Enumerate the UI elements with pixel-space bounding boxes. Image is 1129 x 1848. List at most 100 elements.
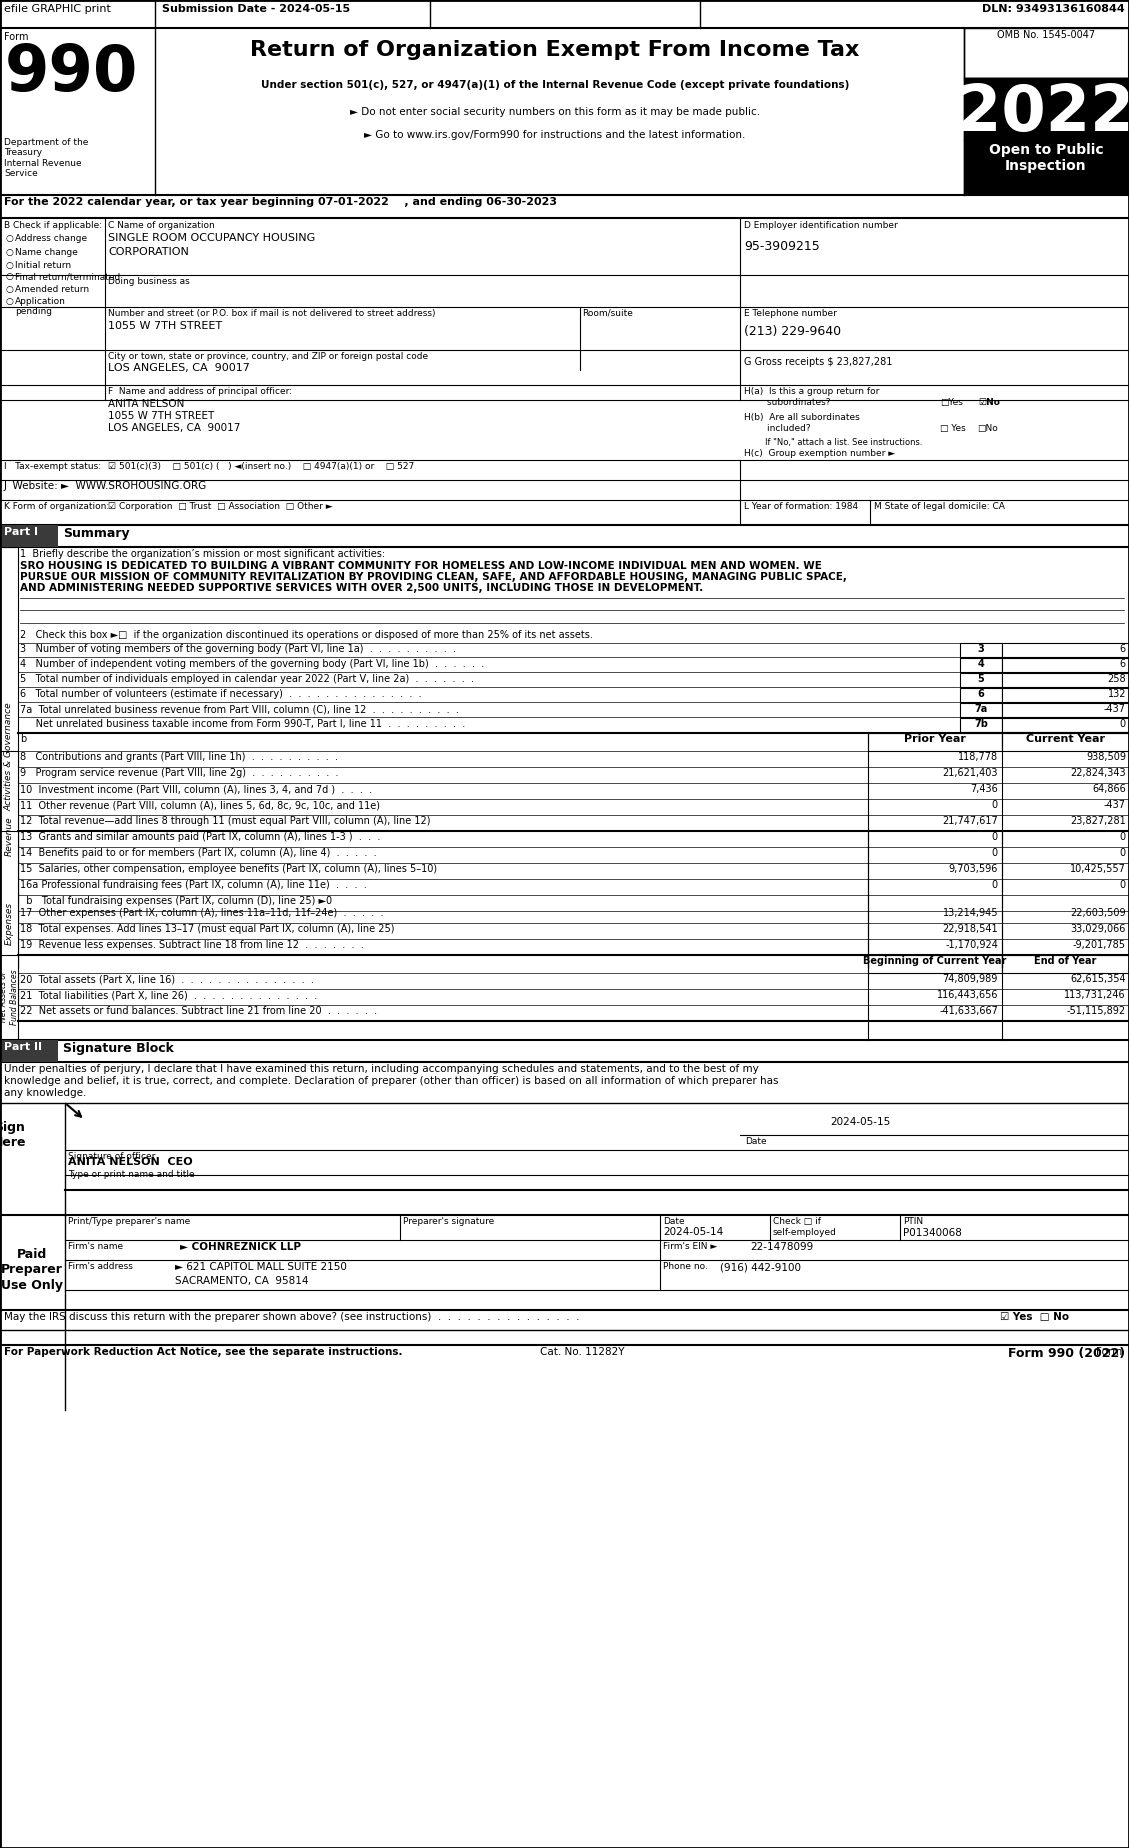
Text: 0: 0	[1120, 848, 1126, 857]
Text: 132: 132	[1108, 689, 1126, 699]
Text: H(c)  Group exemption number ►: H(c) Group exemption number ►	[744, 449, 895, 458]
Text: Date: Date	[663, 1218, 684, 1225]
Text: ☑ 501(c)(3)    □ 501(c) (   ) ◄(insert no.)    □ 4947(a)(1) or    □ 527: ☑ 501(c)(3) □ 501(c) ( ) ◄(insert no.) □…	[108, 462, 414, 471]
Text: -51,115,892: -51,115,892	[1067, 1005, 1126, 1016]
Text: Part I: Part I	[5, 527, 38, 538]
Text: 3   Number of voting members of the governing body (Part VI, line 1a)  .  .  .  : 3 Number of voting members of the govern…	[20, 643, 456, 654]
Text: Sign
Here: Sign Here	[0, 1122, 27, 1149]
Text: Signature Block: Signature Block	[63, 1042, 174, 1055]
Text: SACRAMENTO, CA  95814: SACRAMENTO, CA 95814	[175, 1275, 308, 1286]
Text: efile GRAPHIC print: efile GRAPHIC print	[5, 4, 111, 15]
Text: Revenue: Revenue	[5, 817, 14, 856]
Text: 64,866: 64,866	[1092, 784, 1126, 795]
Text: 13  Grants and similar amounts paid (Part IX, column (A), lines 1-3 )  .  .  .: 13 Grants and similar amounts paid (Part…	[20, 832, 380, 843]
Text: OMB No. 1545-0047: OMB No. 1545-0047	[997, 30, 1095, 41]
Text: 22-1478099: 22-1478099	[750, 1242, 813, 1251]
Text: 2024-05-15: 2024-05-15	[830, 1116, 891, 1127]
Text: AND ADMINISTERING NEEDED SUPPORTIVE SERVICES WITH OVER 2,500 UNITS, INCLUDING TH: AND ADMINISTERING NEEDED SUPPORTIVE SERV…	[20, 582, 703, 593]
Text: Firm's address: Firm's address	[68, 1262, 133, 1271]
Text: ○: ○	[5, 261, 12, 270]
Text: 9   Program service revenue (Part VIII, line 2g)  .  .  .  .  .  .  .  .  .  .: 9 Program service revenue (Part VIII, li…	[20, 769, 339, 778]
Text: Paid
Preparer
Use Only: Paid Preparer Use Only	[1, 1249, 63, 1292]
Text: L Year of formation: 1984: L Year of formation: 1984	[744, 503, 858, 512]
Text: 116,443,656: 116,443,656	[936, 991, 998, 1000]
Text: Amended return: Amended return	[15, 285, 89, 294]
Text: 6: 6	[1120, 643, 1126, 654]
Text: 13,214,945: 13,214,945	[943, 907, 998, 918]
Text: Part II: Part II	[5, 1042, 42, 1052]
Text: ► Go to www.irs.gov/Form990 for instructions and the latest information.: ► Go to www.irs.gov/Form990 for instruct…	[365, 129, 745, 140]
Text: For Paperwork Reduction Act Notice, see the separate instructions.: For Paperwork Reduction Act Notice, see …	[5, 1347, 403, 1356]
Text: Print/Type preparer's name: Print/Type preparer's name	[68, 1218, 191, 1225]
Text: Under section 501(c), 527, or 4947(a)(1) of the Internal Revenue Code (except pr: Under section 501(c), 527, or 4947(a)(1)…	[261, 79, 849, 91]
Text: 62,615,354: 62,615,354	[1070, 974, 1126, 983]
Text: Expenses: Expenses	[5, 902, 14, 944]
Text: SRO HOUSING IS DEDICATED TO BUILDING A VIBRANT COMMUNITY FOR HOMELESS AND LOW-IN: SRO HOUSING IS DEDICATED TO BUILDING A V…	[20, 562, 822, 571]
Text: 6: 6	[978, 689, 984, 699]
Text: 990: 990	[5, 43, 139, 103]
Text: PURSUE OUR MISSION OF COMMUNITY REVITALIZATION BY PROVIDING CLEAN, SAFE, AND AFF: PURSUE OUR MISSION OF COMMUNITY REVITALI…	[20, 573, 847, 582]
Text: 118,778: 118,778	[957, 752, 998, 761]
Bar	[0, 832, 18, 1016]
Text: 0: 0	[992, 848, 998, 857]
Text: B Check if applicable:: B Check if applicable:	[5, 222, 102, 229]
Text: 1055 W 7TH STREET: 1055 W 7TH STREET	[108, 410, 215, 421]
Text: If "No," attach a list. See instructions.: If "No," attach a list. See instructions…	[744, 438, 922, 447]
Text: May the IRS discuss this return with the preparer shown above? (see instructions: May the IRS discuss this return with the…	[5, 1312, 579, 1321]
Text: -437: -437	[1104, 800, 1126, 809]
Text: 22,918,541: 22,918,541	[943, 924, 998, 933]
Text: 5   Total number of individuals employed in calendar year 2022 (Part V, line 2a): 5 Total number of individuals employed i…	[20, 675, 474, 684]
Text: 14  Benefits paid to or for members (Part IX, column (A), line 4)  .  .  .  .  .: 14 Benefits paid to or for members (Part…	[20, 848, 377, 857]
Text: Application
pending: Application pending	[15, 298, 65, 316]
Text: Form: Form	[1095, 1347, 1124, 1356]
Text: 18  Total expenses. Add lines 13–17 (must equal Part IX, column (A), line 25): 18 Total expenses. Add lines 13–17 (must…	[20, 924, 394, 933]
Bar	[1003, 673, 1129, 687]
Bar	[0, 0, 1129, 28]
Text: Preparer's signature: Preparer's signature	[403, 1218, 495, 1225]
Text: 21  Total liabilities (Part X, line 26)  .  .  .  .  .  .  .  .  .  .  .  .  .  : 21 Total liabilities (Part X, line 26) .…	[20, 991, 317, 1000]
Text: G Gross receipts $ 23,827,281: G Gross receipts $ 23,827,281	[744, 357, 892, 368]
Text: 74,809,989: 74,809,989	[943, 974, 998, 983]
Text: CORPORATION: CORPORATION	[108, 248, 189, 257]
Text: (916) 442-9100: (916) 442-9100	[720, 1262, 800, 1271]
Text: 21,621,403: 21,621,403	[943, 769, 998, 778]
Text: Doing business as: Doing business as	[108, 277, 190, 286]
Text: ► Do not enter social security numbers on this form as it may be made public.: ► Do not enter social security numbers o…	[350, 107, 760, 116]
Bar	[960, 702, 1003, 717]
Text: Open to Public
Inspection: Open to Public Inspection	[989, 142, 1103, 174]
Text: Firm's EIN ►: Firm's EIN ►	[663, 1242, 717, 1251]
Text: Address change: Address change	[15, 235, 87, 242]
Text: Net Assets or
Fund Balances: Net Assets or Fund Balances	[0, 968, 19, 1026]
Text: ☑No: ☑No	[978, 397, 1000, 407]
Text: 23,827,281: 23,827,281	[1070, 817, 1126, 826]
Text: ○: ○	[5, 272, 12, 281]
Text: 10  Investment income (Part VIII, column (A), lines 3, 4, and 7d )  .  .  .  .: 10 Investment income (Part VIII, column …	[20, 784, 373, 795]
Text: 938,509: 938,509	[1086, 752, 1126, 761]
Text: Type or print name and title: Type or print name and title	[68, 1170, 194, 1179]
Text: ANITA NELSON: ANITA NELSON	[108, 399, 184, 408]
Text: 7b: 7b	[974, 719, 988, 728]
Bar	[964, 28, 1129, 78]
Bar	[960, 687, 1003, 702]
Text: Net unrelated business taxable income from Form 990-T, Part I, line 11  .  .  . : Net unrelated business taxable income fr…	[20, 719, 465, 728]
Text: ○: ○	[5, 235, 12, 242]
Bar	[1003, 955, 1129, 974]
Text: 3: 3	[978, 643, 984, 654]
Text: Submission Date - 2024-05-15: Submission Date - 2024-05-15	[161, 4, 350, 15]
Text: 12  Total revenue—add lines 8 through 11 (must equal Part VIII, column (A), line: 12 Total revenue—add lines 8 through 11 …	[20, 817, 430, 826]
Text: PTIN: PTIN	[903, 1218, 924, 1225]
Text: 7,436: 7,436	[970, 784, 998, 795]
Text: Activities & Governance: Activities & Governance	[5, 702, 14, 811]
Bar	[868, 734, 1003, 750]
Text: 0: 0	[992, 880, 998, 891]
Text: 22,603,509: 22,603,509	[1070, 907, 1126, 918]
Bar	[0, 1040, 58, 1063]
Text: 6   Total number of volunteers (estimate if necessary)  .  .  .  .  .  .  .  .  : 6 Total number of volunteers (estimate i…	[20, 689, 421, 699]
Text: M State of legal domicile: CA: M State of legal domicile: CA	[874, 503, 1005, 512]
Text: any knowledge.: any knowledge.	[5, 1088, 87, 1098]
Text: 2022: 2022	[957, 81, 1129, 144]
Text: LOS ANGELES, CA  90017: LOS ANGELES, CA 90017	[108, 423, 240, 432]
Text: b: b	[20, 734, 26, 745]
Text: Signature of officer: Signature of officer	[68, 1151, 156, 1161]
Bar	[0, 955, 18, 1040]
